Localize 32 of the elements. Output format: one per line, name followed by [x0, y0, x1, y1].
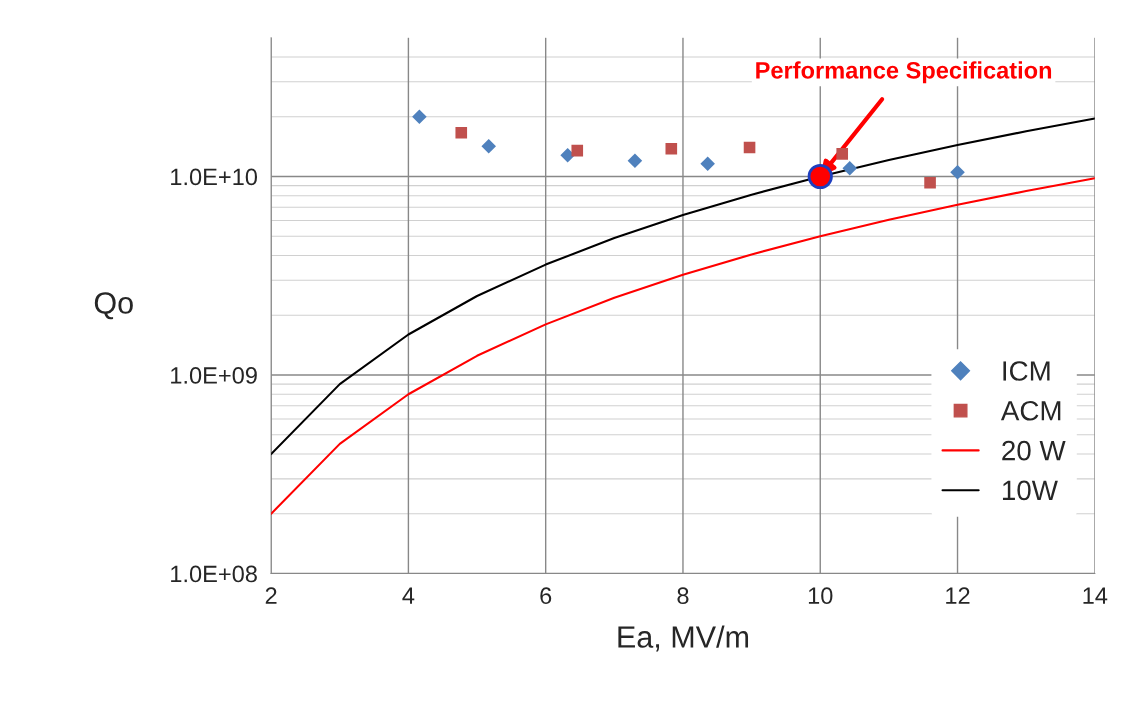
y-tick-label: 1.0E+10 [171, 168, 258, 186]
x-tick-label: 8 [677, 587, 689, 605]
point [743, 141, 756, 154]
x-tick-label: 12 [946, 587, 970, 604]
point [481, 138, 496, 154]
line-series [271, 177, 1095, 515]
point [627, 153, 643, 169]
point [665, 142, 678, 155]
legend-label: 20 W [1002, 440, 1066, 461]
point [700, 156, 715, 171]
x-tick-label: 14 [1083, 587, 1108, 604]
point [836, 148, 849, 160]
x-tick-label: 4 [402, 587, 415, 604]
y-tick-label: 1.0E+08 [171, 565, 257, 583]
point [950, 165, 965, 180]
legend-label: ACM [1000, 400, 1061, 421]
point [560, 147, 575, 163]
x-tick-label: 2 [265, 587, 277, 604]
point [412, 109, 427, 125]
legend-label: ICM [1003, 361, 1050, 381]
point [807, 163, 833, 190]
annotation: Performance Specification [756, 61, 1052, 84]
point [924, 176, 936, 189]
y-axis-title: Qo [94, 292, 133, 320]
x-tick-label: 10 [808, 587, 833, 605]
x-axis-title: Ea, MV/m [618, 625, 749, 652]
point [571, 144, 584, 157]
point [455, 127, 468, 139]
x-tick-label: 6 [540, 587, 552, 605]
y-tick-label: 1.0E+09 [171, 367, 257, 384]
legend-label: 10W [1002, 480, 1058, 501]
point [842, 161, 858, 176]
